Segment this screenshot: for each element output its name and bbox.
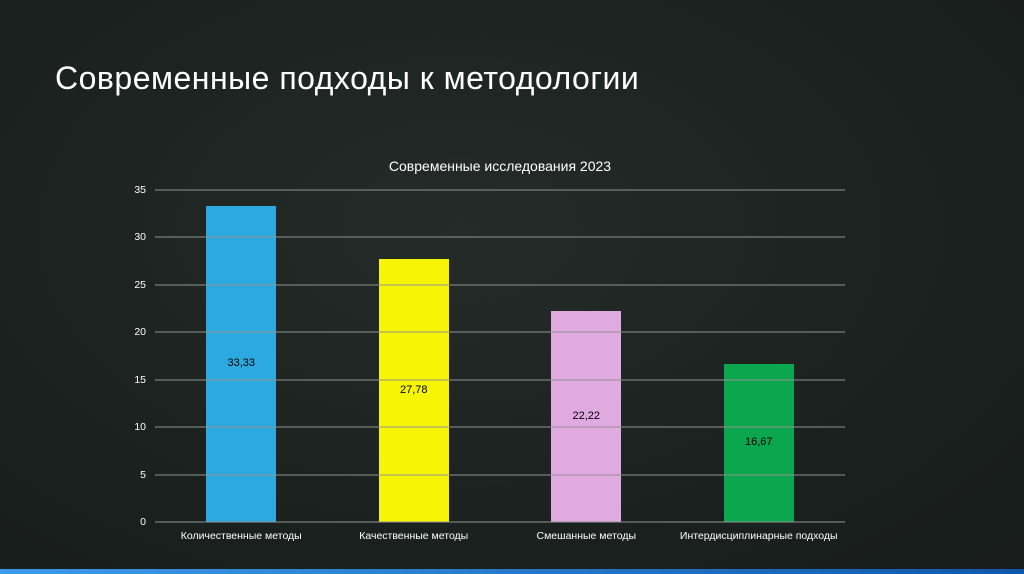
y-axis-tick-label: 30 (134, 231, 146, 244)
bar-column: 22,22 (500, 190, 673, 522)
bar-chart-plot-area: 33,33 27,78 22,22 16,67 0 5 10 15 20 25 30 35 (134, 184, 845, 528)
bottom-accent-bar (0, 569, 1024, 574)
bar: 33,33 (206, 205, 277, 522)
gridline (155, 474, 845, 476)
bar-value-label: 27,78 (399, 383, 428, 396)
bar: 22,22 (551, 311, 622, 522)
gridline (155, 426, 845, 428)
gridline (155, 379, 845, 381)
bar-series: 33,33 27,78 22,22 16,67 (155, 190, 845, 522)
x-axis-category-label: Качественные методы (359, 530, 469, 542)
gridline (155, 189, 845, 191)
y-axis-tick-label: 5 (140, 468, 146, 481)
y-axis-tick-label: 0 (140, 516, 146, 528)
y-axis-tick-label: 15 (134, 373, 146, 386)
y-axis-tick-label: 35 (134, 184, 146, 196)
gridline (155, 331, 845, 333)
gridline (155, 236, 845, 238)
x-axis-category-label: Смешанные методы (536, 530, 637, 542)
page-title: Современные подходы к методологии (55, 60, 640, 96)
bar-column: 16,67 (673, 190, 846, 522)
bar-value-label: 16,67 (744, 436, 773, 449)
x-axis-labels: Количественные методы Качественные методы… (155, 530, 845, 542)
bar: 27,78 (378, 258, 449, 522)
x-axis-category-label: Интердисциплинарные подходы (679, 530, 838, 542)
gridline (155, 521, 845, 523)
bar-value-label: 33,33 (227, 357, 256, 370)
bar-column: 27,78 (328, 190, 501, 522)
y-axis-tick-label: 10 (134, 421, 146, 434)
chart-title: Современные исследования 2023 (388, 158, 612, 174)
x-axis-category-label: Количественные методы (180, 530, 302, 542)
bar-value-label: 22,22 (572, 410, 601, 423)
bar-column: 33,33 (155, 190, 328, 522)
y-axis-tick-label: 25 (134, 278, 146, 291)
y-axis-tick-label: 20 (134, 326, 146, 339)
bar: 16,67 (723, 363, 794, 522)
gridline (155, 284, 845, 286)
